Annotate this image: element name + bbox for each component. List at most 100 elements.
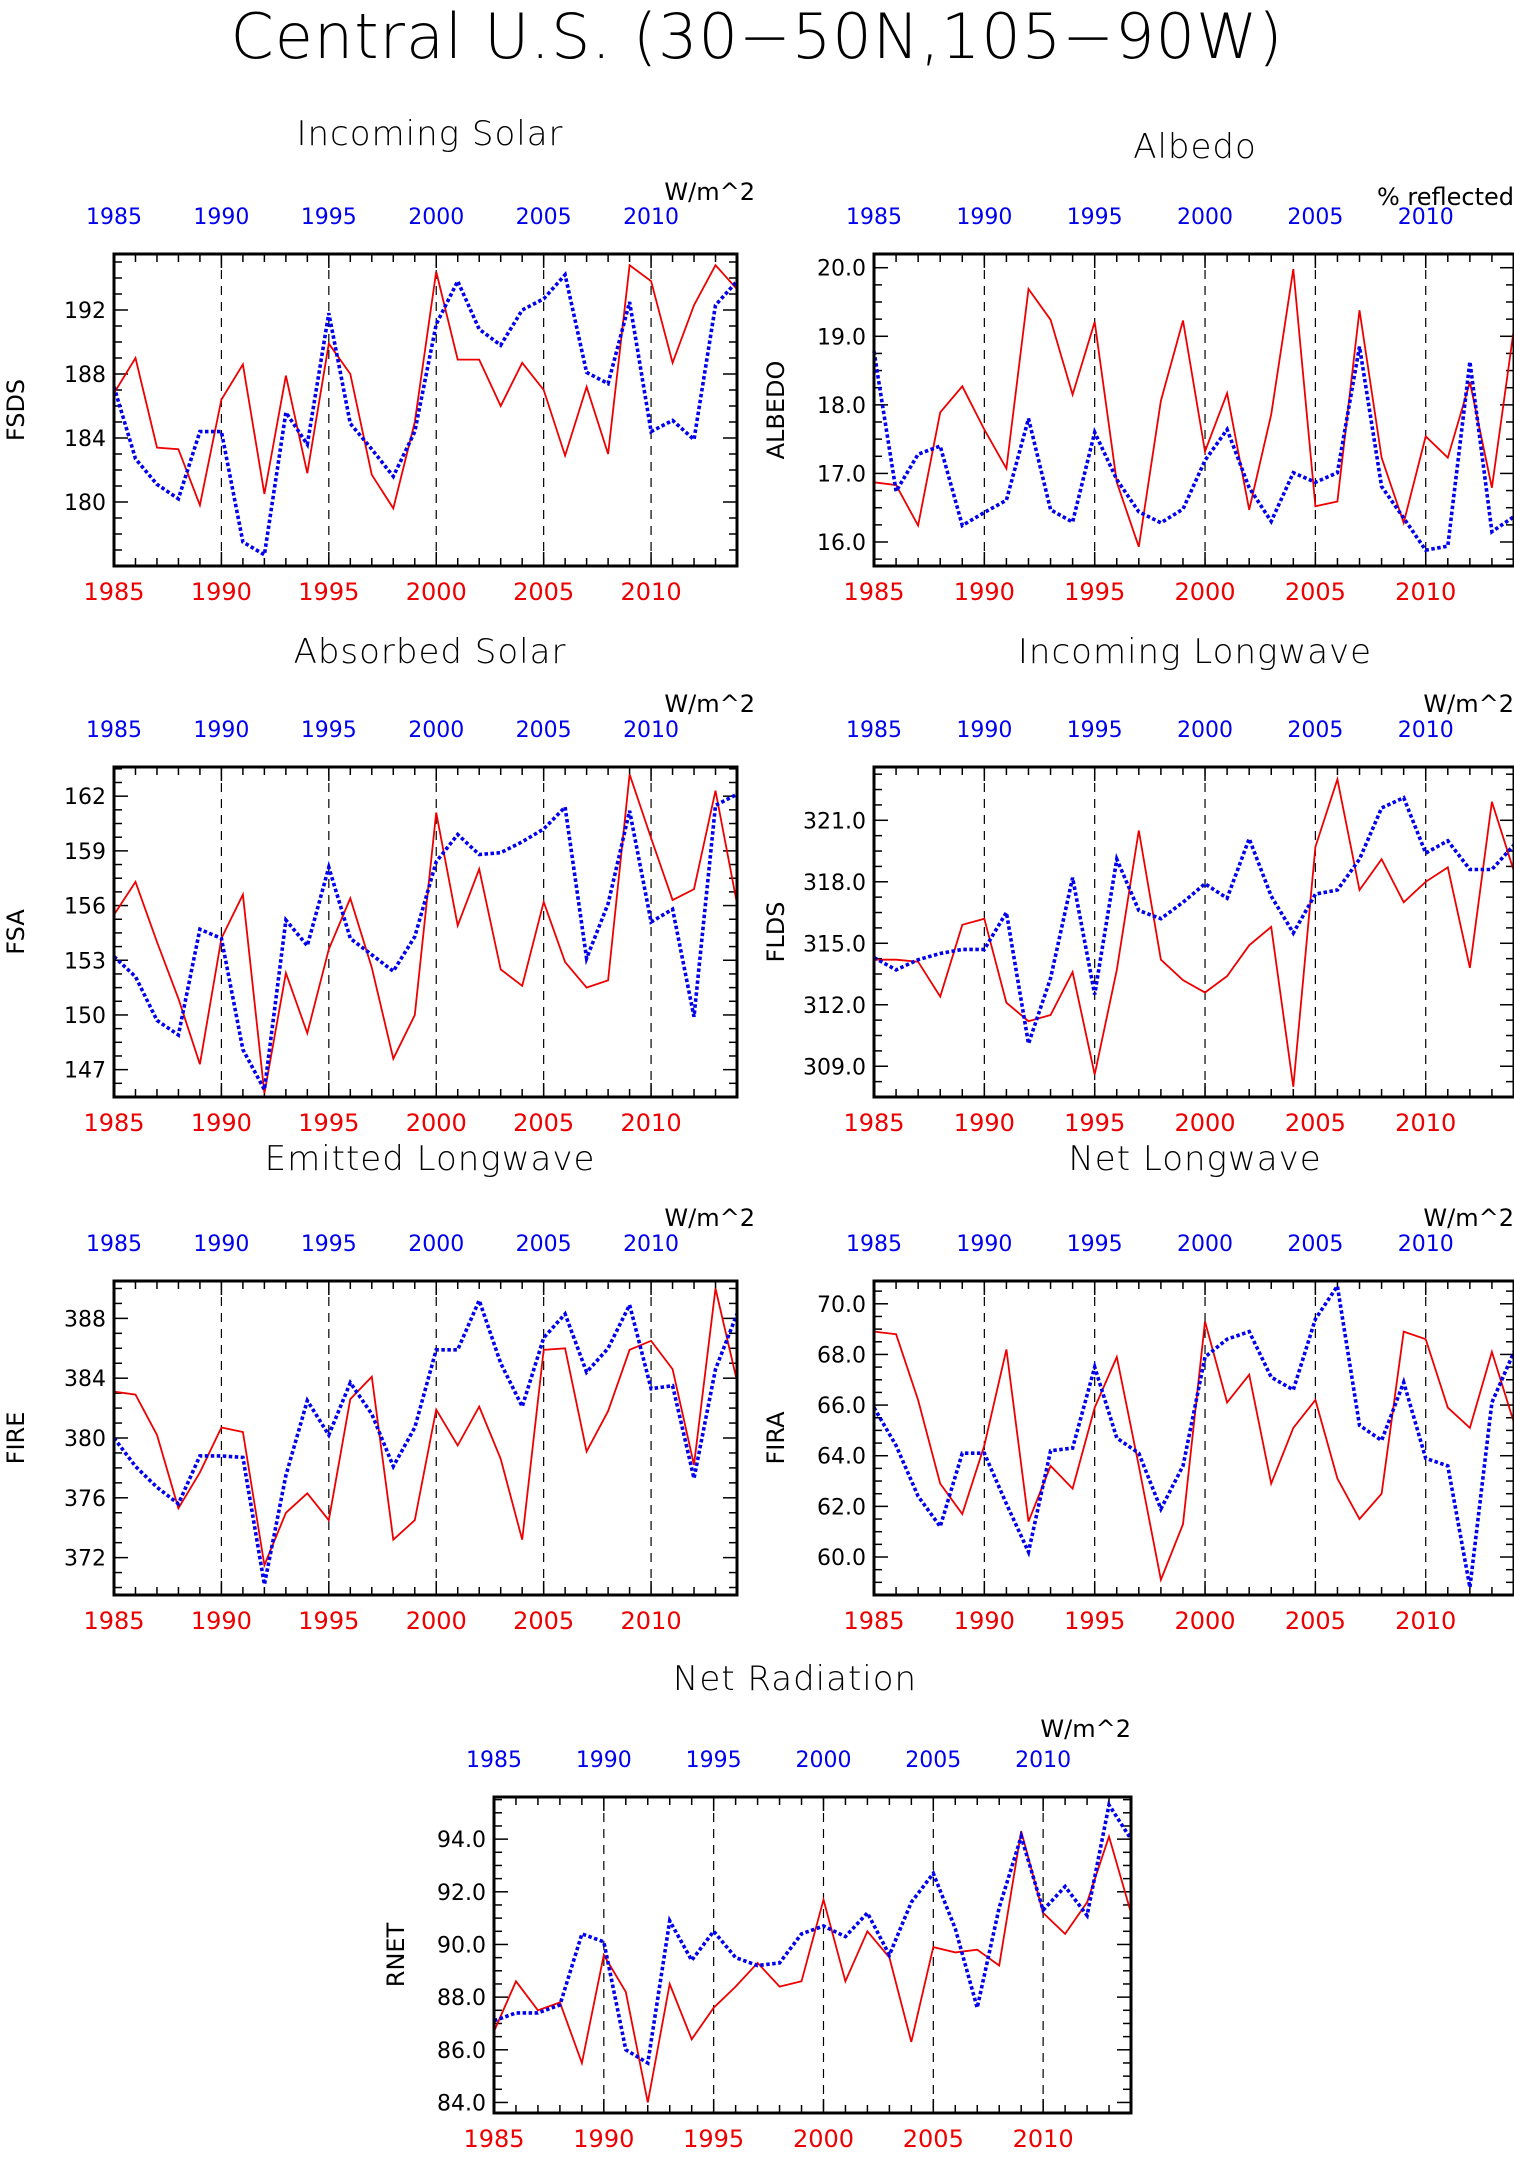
y-tick-label: 180 bbox=[64, 491, 106, 516]
y-tick-label: 19.0 bbox=[817, 325, 866, 350]
plot-frame bbox=[872, 765, 1514, 1099]
y-tick-label: 147 bbox=[64, 1059, 106, 1084]
bottom-axis-year-label: 1985 bbox=[83, 1607, 144, 1635]
y-tick-label: 315.0 bbox=[803, 932, 866, 957]
y-tick-label: 94.0 bbox=[437, 1828, 486, 1853]
units-label: W/m^2 bbox=[1040, 1715, 1131, 1743]
bottom-axis-year-label: 1990 bbox=[191, 1607, 252, 1635]
bottom-axis-year-label: 1990 bbox=[573, 2125, 634, 2153]
plot-frame bbox=[872, 1279, 1514, 1597]
series-line-red bbox=[874, 775, 1514, 1087]
top-axis-year-label: 1990 bbox=[576, 1748, 632, 1773]
y-tick-label: 380 bbox=[64, 1427, 106, 1452]
top-axis-year-label: 2010 bbox=[1398, 718, 1454, 743]
series-line-red bbox=[113, 774, 738, 1094]
y-tick-label: 88.0 bbox=[437, 1986, 486, 2011]
top-axis-year-label: 1985 bbox=[846, 1232, 902, 1257]
top-axis-year-label: 1985 bbox=[86, 718, 142, 743]
panel-title: Albedo bbox=[1133, 127, 1257, 167]
bottom-axis-year-label: 1990 bbox=[191, 1109, 252, 1137]
bottom-axis-year-label: 2010 bbox=[1395, 1607, 1456, 1635]
top-axis-year-label: 1995 bbox=[1067, 205, 1123, 230]
top-axis-year-label: 1990 bbox=[956, 718, 1012, 743]
top-axis-year-label: 2005 bbox=[1287, 205, 1343, 230]
top-axis-year-label: 2010 bbox=[623, 1232, 679, 1257]
series-line-red bbox=[873, 1321, 1514, 1583]
plot-frame bbox=[492, 1795, 1133, 2115]
y-tick-label: 156 bbox=[64, 895, 106, 920]
series-line-blue bbox=[112, 792, 738, 1096]
bottom-axis-year-label: 1990 bbox=[191, 578, 252, 606]
y-tick-label: 184 bbox=[64, 427, 106, 452]
top-axis-year-label: 1985 bbox=[846, 718, 902, 743]
plot-frame bbox=[112, 1279, 739, 1597]
units-label: W/m^2 bbox=[664, 690, 755, 718]
y-tick-label: 188 bbox=[64, 363, 106, 388]
y-tick-label: 159 bbox=[64, 840, 106, 865]
y-axis-label: FSDS bbox=[2, 379, 30, 441]
bottom-axis-year-label: 2005 bbox=[1285, 578, 1346, 606]
y-tick-label: 16.0 bbox=[817, 531, 866, 556]
chart-panel-rnet: Net Radiation W/m^2 84.0 86.0 88.0 90.0 92.0 94… bbox=[382, 1659, 1133, 2153]
bottom-axis-year-label: 2005 bbox=[513, 578, 574, 606]
y-axis-label: FIRE bbox=[2, 1412, 30, 1465]
y-tick-label: 84.0 bbox=[437, 2091, 486, 2116]
y-axis-label: RNET bbox=[382, 1922, 410, 1987]
y-axis-label: FSA bbox=[2, 909, 30, 955]
top-axis-year-label: 2000 bbox=[795, 1748, 851, 1773]
panel-title: Incoming Longwave bbox=[1018, 632, 1372, 672]
top-axis-year-label: 2005 bbox=[516, 205, 572, 230]
units-label: W/m^2 bbox=[664, 1204, 755, 1232]
y-axis-label: FIRA bbox=[762, 1411, 790, 1465]
y-axis-label: ALBEDO bbox=[762, 361, 790, 460]
bottom-axis-year-label: 1985 bbox=[843, 1109, 904, 1137]
top-axis-year-label: 1990 bbox=[956, 205, 1012, 230]
bottom-axis-year-label: 2010 bbox=[621, 1109, 682, 1137]
plot-frame bbox=[112, 765, 739, 1099]
top-axis-year-label: 2000 bbox=[1177, 1232, 1233, 1257]
series-line-blue bbox=[493, 1800, 1133, 2066]
top-axis-year-label: 2005 bbox=[516, 718, 572, 743]
bottom-axis-year-label: 1985 bbox=[83, 1109, 144, 1137]
y-tick-label: 309.0 bbox=[803, 1055, 866, 1080]
plot-frame bbox=[872, 252, 1514, 568]
bottom-axis-year-label: 1990 bbox=[954, 1109, 1015, 1137]
top-axis-year-label: 1995 bbox=[686, 1748, 742, 1773]
bottom-axis-year-label: 2005 bbox=[513, 1109, 574, 1137]
bottom-axis-year-label: 1985 bbox=[843, 1607, 904, 1635]
bottom-axis-year-label: 2010 bbox=[621, 1607, 682, 1635]
top-axis-year-label: 2010 bbox=[1015, 1748, 1071, 1773]
bottom-axis-year-label: 2005 bbox=[1285, 1607, 1346, 1635]
top-axis-year-label: 2005 bbox=[516, 1232, 572, 1257]
chart-panel-albedo: Albedo % reflected 16.0 17.0 18.0 19.0 20.0 ALB… bbox=[762, 127, 1514, 606]
y-tick-label: 388 bbox=[64, 1307, 106, 1332]
bottom-axis-year-label: 2005 bbox=[513, 1607, 574, 1635]
series-line-red bbox=[873, 268, 1514, 548]
top-axis-year-label: 2010 bbox=[1398, 205, 1454, 230]
panel-title: Net Radiation bbox=[673, 1659, 917, 1699]
top-axis-year-label: 1995 bbox=[301, 718, 357, 743]
units-label: % reflected bbox=[1377, 183, 1514, 211]
y-tick-label: 372 bbox=[64, 1547, 106, 1572]
top-axis-year-label: 2000 bbox=[1177, 205, 1233, 230]
bottom-axis-year-label: 2005 bbox=[1285, 1109, 1346, 1137]
panel-title: Emitted Longwave bbox=[265, 1139, 596, 1179]
units-label: W/m^2 bbox=[1423, 1204, 1514, 1232]
chart-panel-fire: Emitted Longwave W/m^2 372 376 380 384 388 FIRE… bbox=[2, 1139, 755, 1635]
y-tick-label: 90.0 bbox=[437, 1933, 486, 1958]
y-axis-label: FLDS bbox=[762, 902, 790, 963]
chart-panel-fira: Net Longwave W/m^2 60.0 62.0 64.0 66.0 68.0 70.… bbox=[762, 1139, 1514, 1635]
top-axis-year-label: 2005 bbox=[905, 1748, 961, 1773]
figure-title: Central U.S. (30−50N,105−90W) bbox=[231, 0, 1284, 73]
y-tick-label: 64.0 bbox=[817, 1445, 866, 1470]
top-axis-year-label: 2005 bbox=[1287, 718, 1343, 743]
top-axis-year-label: 2005 bbox=[1287, 1232, 1343, 1257]
bottom-axis-year-label: 1995 bbox=[1064, 1109, 1125, 1137]
y-tick-label: 86.0 bbox=[437, 2039, 486, 2064]
top-axis-year-label: 2010 bbox=[623, 205, 679, 230]
top-axis-year-label: 1985 bbox=[466, 1748, 522, 1773]
y-tick-label: 318.0 bbox=[803, 871, 866, 896]
y-tick-label: 92.0 bbox=[437, 1881, 486, 1906]
panel-title: Net Longwave bbox=[1068, 1139, 1321, 1179]
